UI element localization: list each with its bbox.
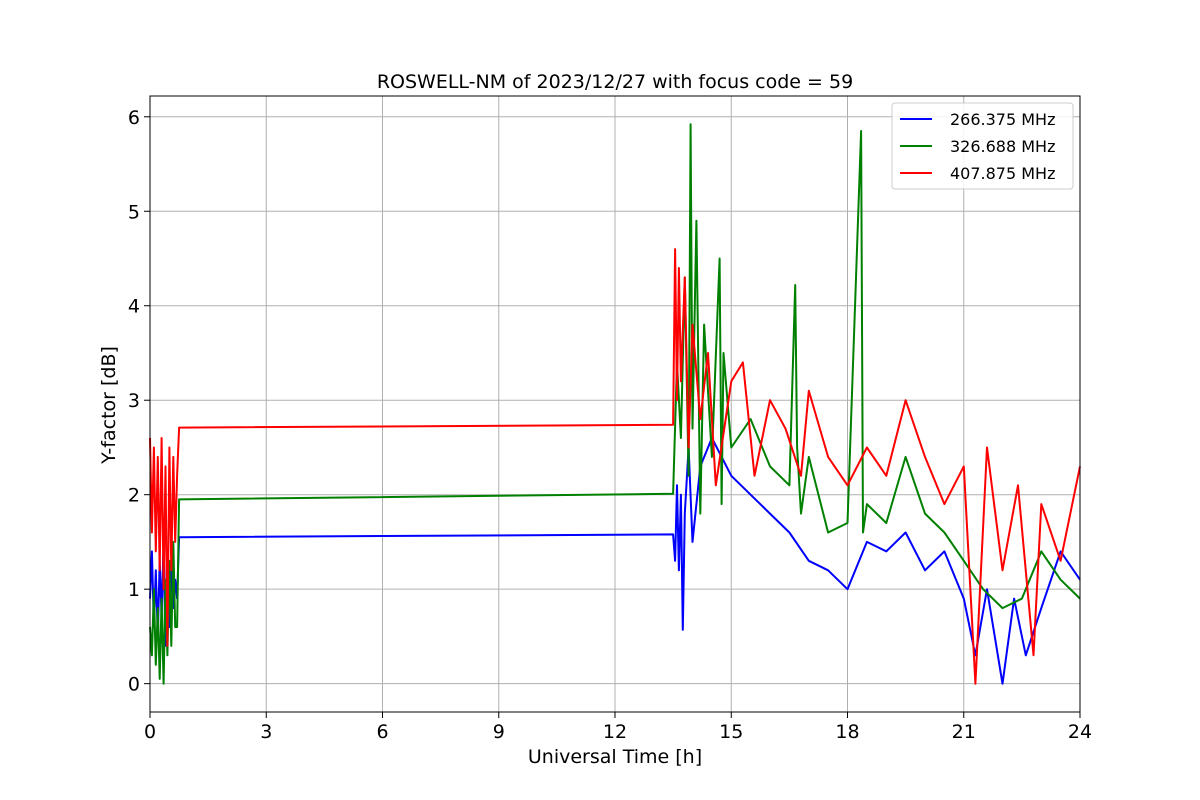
grid: [149, 96, 1081, 712]
x-tick-label: 6: [376, 721, 388, 743]
legend: 266.375 MHz 326.688 MHz 407.875 MHz: [891, 102, 1074, 190]
y-tick-label: 5: [128, 201, 140, 223]
x-tick-label: 18: [835, 721, 859, 743]
x-tick-label: 15: [719, 721, 743, 743]
legend-label: 407.875 MHz: [950, 164, 1055, 183]
y-tick-label: 4: [128, 296, 140, 318]
y-axis-label: Y-factor [dB]: [98, 346, 120, 465]
x-tick-label: 12: [603, 721, 627, 743]
series-layer: [149, 123, 1081, 685]
legend-label: 266.375 MHz: [950, 110, 1055, 129]
chart-title: ROSWELL-NM of 2023/12/27 with focus code…: [377, 71, 853, 93]
y-tick-label: 3: [128, 390, 140, 412]
x-tick-label: 21: [952, 721, 976, 743]
x-tick-label: 9: [493, 721, 505, 743]
x-tick-label: 0: [144, 721, 156, 743]
x-tick-label: 3: [260, 721, 272, 743]
y-tick-label: 6: [128, 107, 140, 129]
x-axis-label: Universal Time [h]: [528, 746, 702, 768]
y-tick-label: 1: [128, 579, 140, 601]
y-tick-label: 2: [128, 485, 140, 507]
legend-box: [891, 102, 1074, 190]
y-tick-label: 0: [128, 674, 140, 696]
series-line-3: [149, 248, 1081, 685]
legend-label: 326.688 MHz: [950, 137, 1055, 156]
x-tick-label: 24: [1068, 721, 1092, 743]
